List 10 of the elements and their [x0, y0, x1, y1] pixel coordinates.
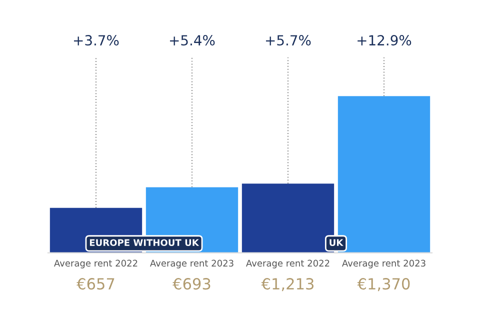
- data-label: +5.4%: [170, 35, 215, 46]
- data-label: +12.9%: [358, 35, 412, 46]
- data-label: +5.7%: [266, 35, 311, 46]
- x-tick-label: Average rent 2022 €657: [54, 260, 138, 290]
- x-tick-label: Average rent 2023 €693: [150, 260, 234, 290]
- x-tick-label: Average rent 2022 €1,213: [246, 260, 330, 292]
- x-tick-label: Average rent 2023 €1,370: [342, 260, 426, 292]
- data-label: +3.7%: [74, 35, 119, 46]
- annotation: UK: [330, 239, 344, 246]
- annotation: EUROPE WITHOUT UK: [90, 239, 200, 246]
